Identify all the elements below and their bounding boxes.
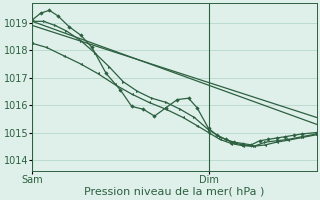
- X-axis label: Pression niveau de la mer( hPa ): Pression niveau de la mer( hPa ): [84, 187, 265, 197]
